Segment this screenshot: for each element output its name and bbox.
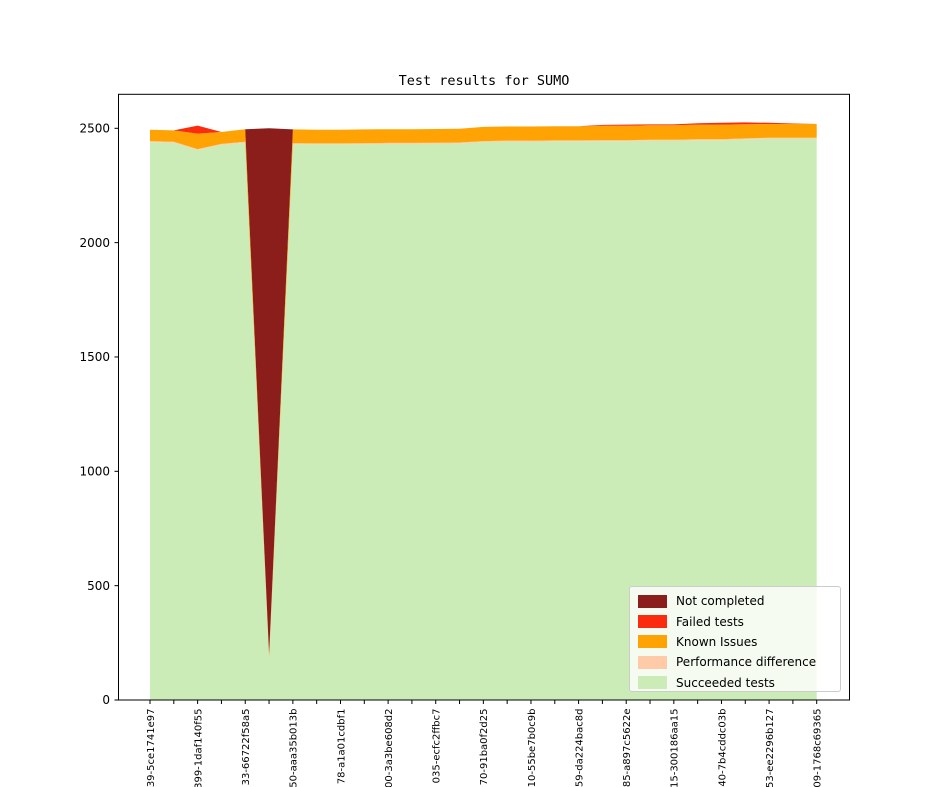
legend-swatch-not-completed xyxy=(638,594,667,608)
x-tick-label: 53-ee2296b127 xyxy=(765,709,776,787)
plot-border xyxy=(118,93,850,701)
legend-swatch-known-issues xyxy=(638,635,667,649)
x-tick-label: 399-1daf140f55 xyxy=(193,709,204,787)
y-tick-label: 2500 xyxy=(79,122,110,136)
legend-item: Known Issues xyxy=(630,632,840,652)
legend-item: Performance difference xyxy=(630,652,840,672)
legend: Not completed Failed tests Known Issues … xyxy=(629,586,841,692)
legend-label: Performance difference xyxy=(676,655,817,670)
x-tick-label: 10-55be7b0c9b xyxy=(527,709,538,787)
x-tick-label: 70-91ba0f2d25 xyxy=(479,709,490,786)
x-tick-label: 15-300186aa15 xyxy=(670,709,681,787)
x-tick-label: 85-a897c5622e xyxy=(622,709,633,787)
y-tick-label: 1000 xyxy=(79,465,110,479)
y-tick-label: 2000 xyxy=(79,236,110,250)
y-tick-label: 1500 xyxy=(79,350,110,364)
legend-label: Failed tests xyxy=(676,614,744,629)
legend-label: Succeeded tests xyxy=(676,675,775,690)
legend-swatch-performance-difference xyxy=(638,655,667,669)
x-tick-label: 33-66722f58a5 xyxy=(241,709,252,786)
x-tick-label: 035-ecfc2ffbc7 xyxy=(432,709,443,784)
x-tick-label: 09-1768c69365 xyxy=(813,709,824,787)
legend-item: Failed tests xyxy=(630,611,840,631)
y-tick-label: 0 xyxy=(102,693,110,707)
x-tick-label: 78-a1a01cdbf1 xyxy=(336,709,347,785)
legend-item: Not completed xyxy=(630,591,840,611)
legend-label: Not completed xyxy=(676,594,765,609)
legend-label: Known Issues xyxy=(676,634,758,649)
x-tick-label: 50-aaa35b013b xyxy=(289,709,300,787)
x-tick-label: 00-3a3be608d2 xyxy=(384,709,395,787)
legend-swatch-succeeded-tests xyxy=(638,676,667,690)
x-axis: 39-5ce1741e97 399-1daf140f55 33-66722f58a5… xyxy=(146,700,824,787)
chart-title: Test results for SUMO xyxy=(398,73,570,89)
y-axis: 0 500 1000 1500 2000 2500 xyxy=(79,122,119,707)
legend-swatch-failed-tests xyxy=(638,615,667,629)
x-tick-label: 39-5ce1741e97 xyxy=(146,709,157,787)
stacked-areas xyxy=(150,122,817,701)
legend-item: Succeeded tests xyxy=(630,673,840,693)
x-tick-label: 40-7b4cddc03b xyxy=(717,709,728,787)
x-tick-label: 59-da224bac8d xyxy=(574,709,585,787)
area-succeeded-tests xyxy=(150,138,817,701)
y-tick-label: 500 xyxy=(87,579,110,593)
